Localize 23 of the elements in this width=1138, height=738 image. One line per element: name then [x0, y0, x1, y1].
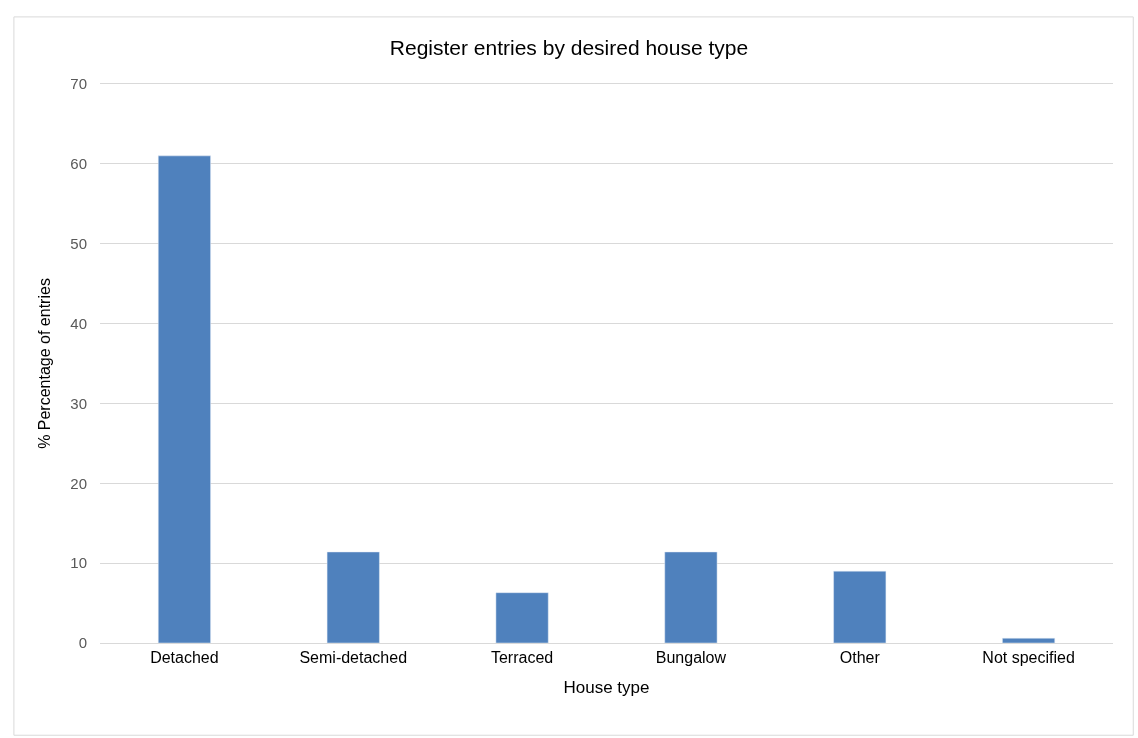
x-tick-label: Detached [150, 649, 219, 667]
x-tick-label: Not specified [982, 649, 1075, 667]
y-tick-label: 0 [78, 634, 87, 652]
y-tick-label: 50 [70, 234, 87, 252]
y-tick-label: 60 [70, 155, 87, 173]
bar [833, 570, 887, 643]
x-axis-title: House type [563, 677, 650, 697]
y-tick-label: 20 [70, 474, 87, 492]
x-tick-label: Other [839, 649, 881, 667]
y-axis-title: % Percentage of entries [36, 278, 54, 449]
x-tick-label: Terraced [490, 649, 554, 667]
y-tick-label: 10 [70, 554, 87, 572]
chart-title: Register entries by desired house type [389, 36, 749, 60]
bar [326, 551, 380, 643]
bar [1002, 637, 1055, 643]
bar [495, 592, 549, 643]
y-tick-label: 30 [70, 394, 87, 412]
y-tick-label: 40 [70, 314, 87, 332]
x-tick-label: Semi-detached [299, 649, 408, 667]
x-tick-label: Bungalow [655, 649, 727, 667]
bar [158, 155, 211, 643]
bar [664, 551, 718, 643]
y-tick-label: 70 [70, 75, 87, 93]
